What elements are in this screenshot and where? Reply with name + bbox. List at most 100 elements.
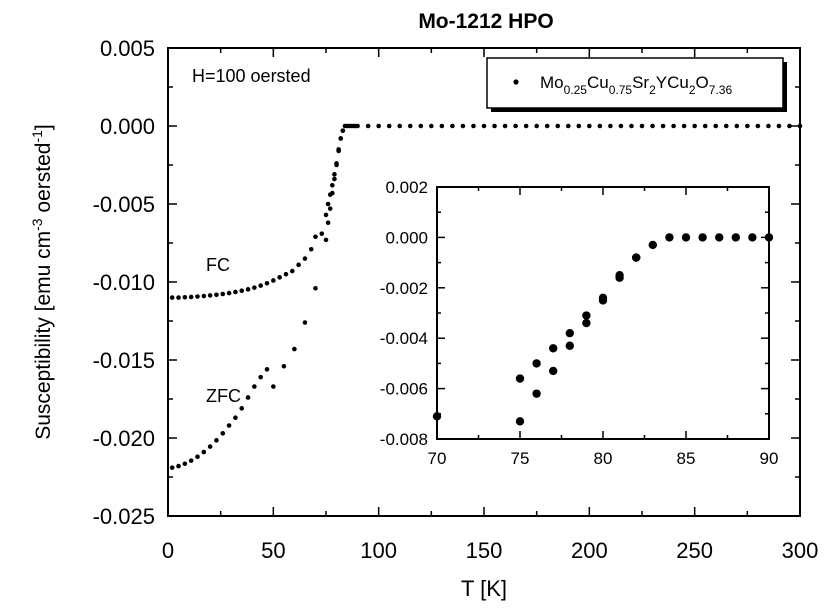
- zfc-point: [220, 431, 226, 436]
- fc-point: [587, 123, 592, 129]
- fc-point: [397, 123, 403, 129]
- inset-point: [565, 341, 574, 350]
- zfc-point: [195, 454, 200, 460]
- ylabel-superscript: -1: [29, 130, 45, 143]
- fc-point: [258, 283, 263, 288]
- inset-data-points: [432, 233, 774, 426]
- fc-point: [755, 123, 761, 129]
- inset-y-tick-label: 0.000: [385, 228, 428, 247]
- zfc-point: [207, 444, 213, 449]
- fc-point: [513, 123, 518, 129]
- fc-point: [355, 123, 360, 129]
- inset-point: [532, 389, 541, 398]
- zfc-point: [292, 346, 297, 352]
- x-tick-label: 0: [162, 538, 174, 563]
- fc-point: [692, 123, 697, 129]
- fc-point: [460, 123, 466, 129]
- zfc-point: [239, 406, 245, 411]
- fc-point: [323, 212, 329, 218]
- legend-part: O: [696, 73, 709, 92]
- fc-point: [308, 246, 314, 252]
- zfc-point: [334, 162, 339, 168]
- zfc-point: [252, 384, 257, 389]
- fc-point: [565, 123, 571, 129]
- fc-point: [169, 295, 175, 300]
- y-tick-label: -0.015: [93, 348, 155, 373]
- fc-point: [523, 123, 529, 129]
- inset-point: [582, 311, 591, 320]
- fc-point: [450, 123, 455, 129]
- fc-label: FC: [206, 255, 230, 275]
- x-tick-label: 200: [571, 538, 608, 563]
- legend-subscript: 0.75: [609, 83, 633, 97]
- fc-point: [418, 123, 424, 129]
- inset-point: [615, 273, 624, 282]
- fc-point: [534, 123, 539, 129]
- inset-x-tick-label: 75: [511, 449, 530, 468]
- fc-point: [629, 123, 634, 129]
- fc-point: [264, 280, 270, 286]
- inset-point: [565, 328, 574, 338]
- zfc-point: [340, 128, 346, 133]
- y-axis-label: Susceptibility [emu cm-3 oersted-1]: [29, 124, 55, 440]
- x-tick-label: 250: [676, 538, 713, 563]
- inset-point: [715, 233, 724, 242]
- fc-point: [330, 182, 335, 188]
- field-annotation: H=100 oersted: [192, 66, 311, 86]
- y-tick-label: 0.000: [100, 114, 155, 139]
- fc-point: [407, 123, 413, 129]
- fc-point: [207, 293, 213, 298]
- fc-point: [618, 123, 624, 129]
- fc-point: [386, 123, 392, 129]
- inset-y-tick-label: -0.002: [380, 279, 428, 298]
- inset-x-tick-labels: 70 75 80 85 90: [428, 449, 779, 468]
- legend: Mo0.25Cu0.75Sr2YCu2O7.36: [486, 57, 787, 112]
- fc-point: [734, 123, 740, 129]
- inset-point: [582, 318, 591, 328]
- inset-y-tick-label: -0.008: [380, 430, 428, 449]
- inset-x-tick-label: 85: [677, 449, 696, 468]
- x-tick-labels: 0 50 100 150 200 250 300: [162, 538, 818, 563]
- legend-formula: Mo0.25Cu0.75Sr2YCu2O7.36: [540, 73, 732, 97]
- legend-box: [486, 57, 784, 109]
- fc-point: [365, 123, 371, 129]
- inset-x-tick-label: 70: [428, 449, 447, 468]
- y-tick-labels: 0.005 0.000 -0.005 -0.010 -0.015 -0.020 -0.025: [93, 36, 155, 529]
- legend-part: Cu: [587, 73, 609, 92]
- y-tick-label: -0.010: [93, 270, 155, 295]
- x-tick-label: 300: [782, 538, 819, 563]
- zfc-point: [313, 285, 318, 291]
- fc-point: [332, 172, 337, 177]
- fc-point: [797, 123, 803, 129]
- zfc-point: [281, 363, 287, 369]
- fc-point: [702, 123, 708, 129]
- fc-point: [660, 123, 666, 129]
- fc-point: [681, 123, 687, 129]
- inset-point: [648, 240, 657, 250]
- inset-point: [549, 344, 558, 353]
- inset-x-tick-label: 80: [594, 449, 613, 468]
- inset-point: [731, 233, 740, 242]
- fc-point: [639, 123, 645, 129]
- fc-point: [289, 268, 295, 274]
- x-tick-label: 50: [261, 538, 285, 563]
- zfc-point: [338, 136, 344, 141]
- fc-point: [745, 123, 750, 129]
- fc-point: [766, 123, 771, 129]
- fc-point: [325, 201, 331, 207]
- fc-point: [195, 294, 200, 299]
- x-tick-label: 150: [466, 538, 503, 563]
- chart-title: Mo-1212 HPO: [418, 10, 553, 33]
- legend-subscript: 7.36: [709, 83, 733, 97]
- fc-point: [492, 123, 497, 129]
- fc-point: [176, 295, 181, 300]
- zfc-point: [169, 465, 175, 470]
- fc-point: [313, 234, 318, 240]
- legend-marker: [513, 79, 519, 85]
- fc-point: [555, 123, 561, 129]
- zfc-label: ZFC: [206, 386, 241, 406]
- fc-point: [182, 294, 188, 300]
- legend-subscript: 2: [689, 83, 696, 97]
- zfc-point: [336, 148, 341, 154]
